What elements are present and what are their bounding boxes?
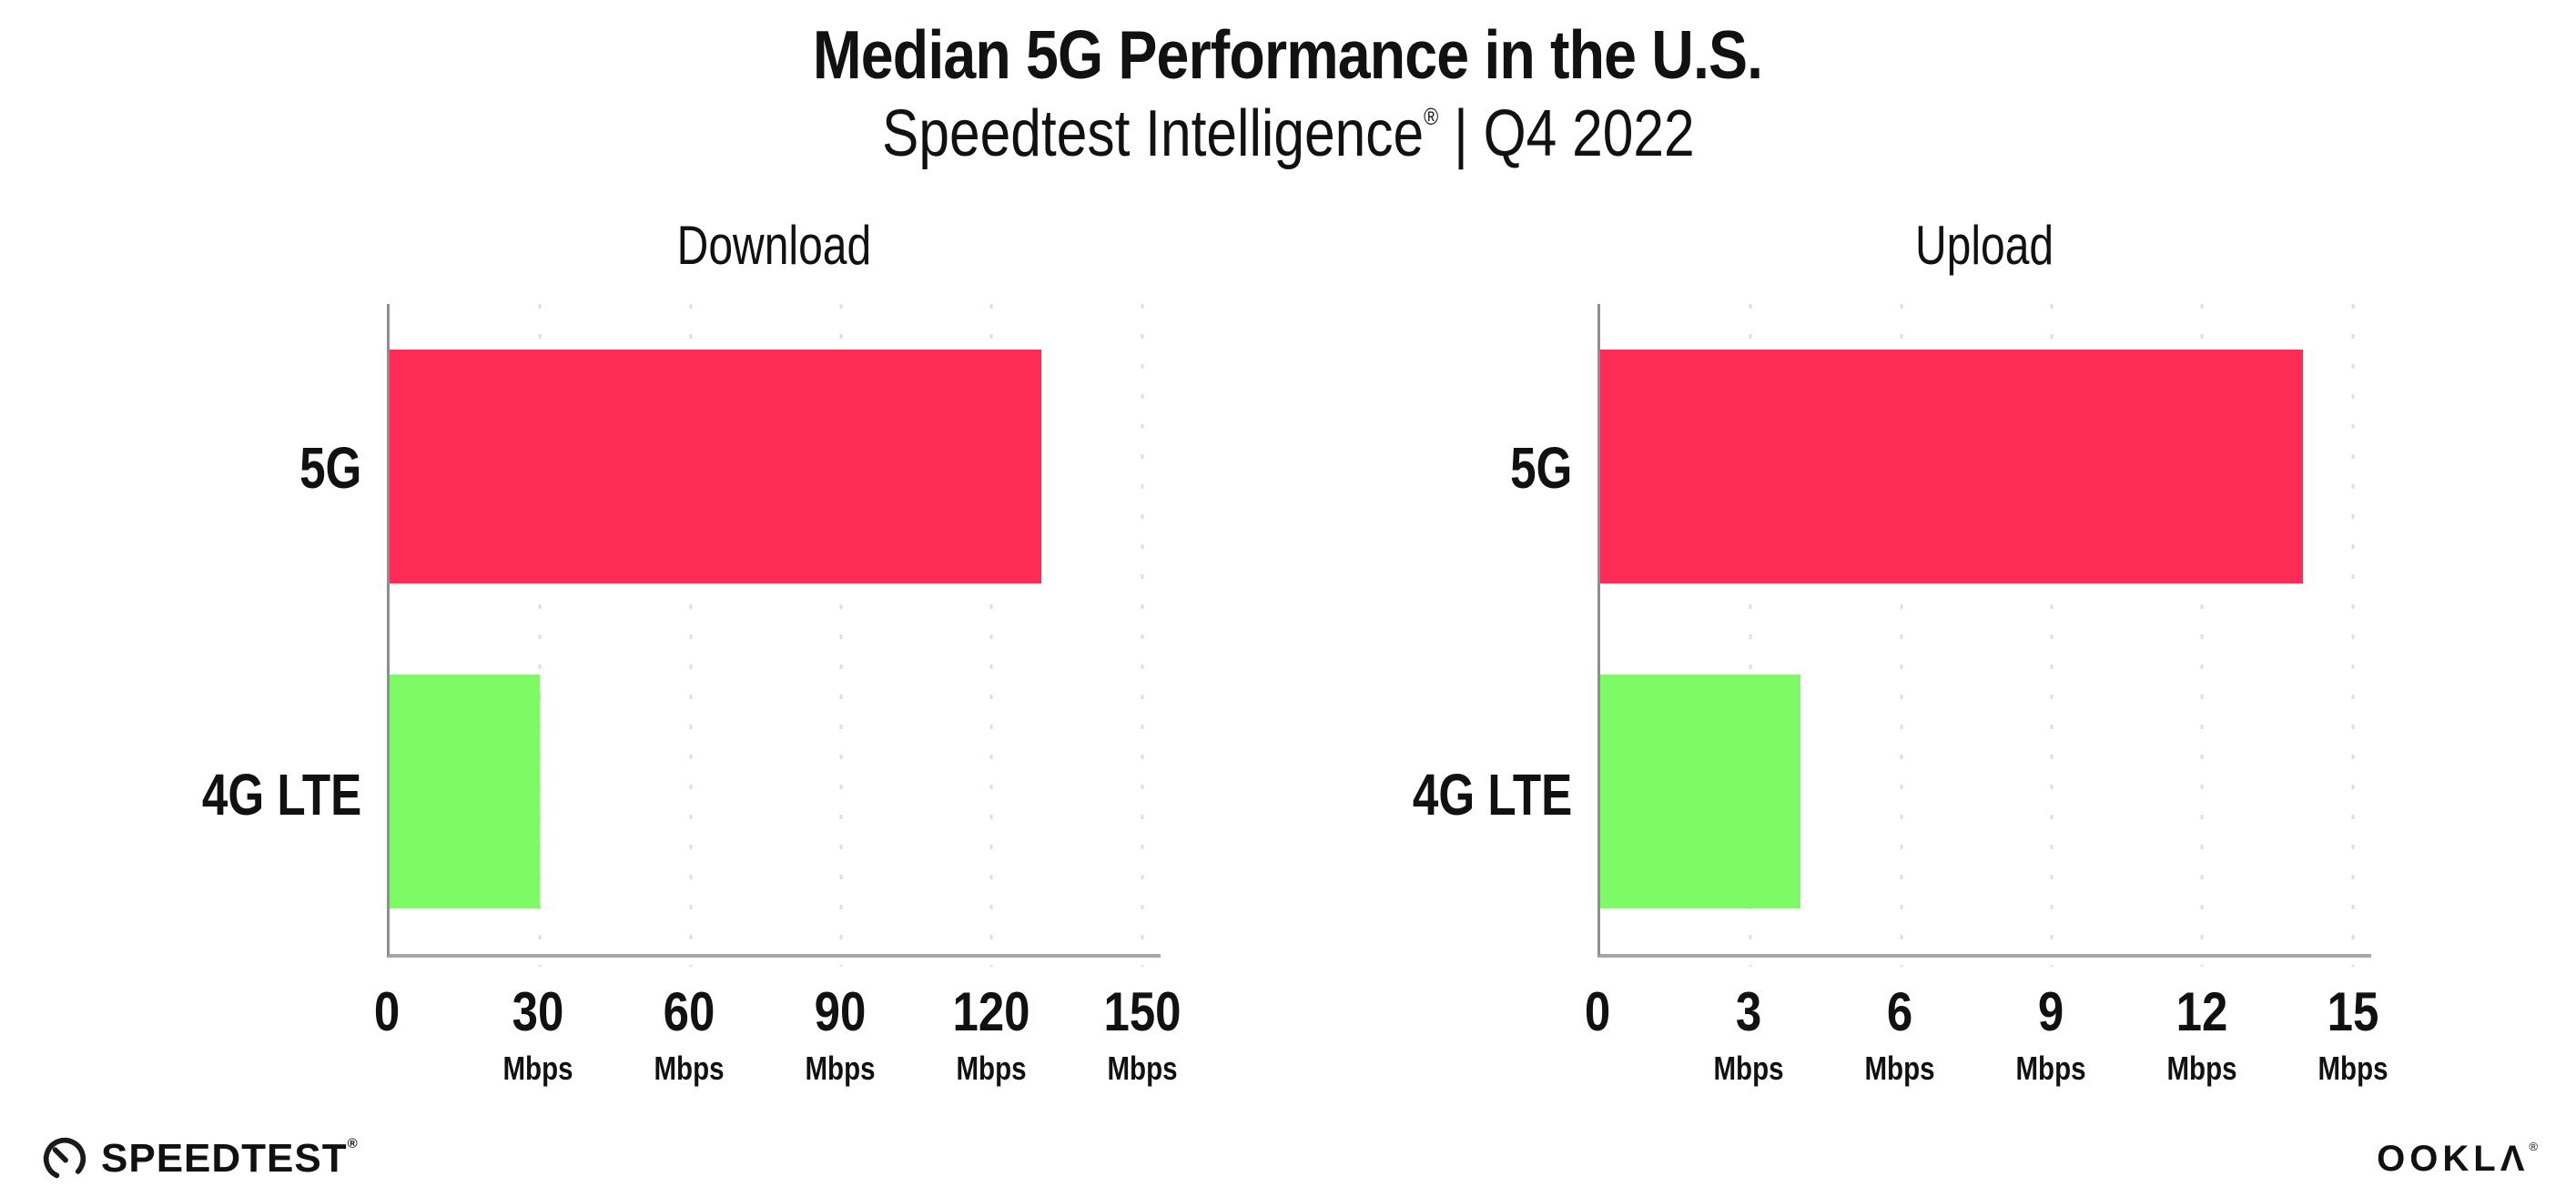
tick-value: 15	[2327, 981, 2378, 1043]
y-axis-labels: 5G 4G LTE	[1412, 304, 1597, 958]
x-tick-3: 3 Mbps	[1706, 985, 1791, 1085]
ookla-logo: OOKLΛ®	[2377, 1139, 2538, 1180]
gridline-60	[689, 304, 693, 968]
ookla-registered-mark: ®	[2529, 1139, 2538, 1153]
category-label-text: 5G	[299, 434, 361, 501]
category-label-5g: 5G	[205, 304, 387, 631]
tick-value: 0	[373, 981, 401, 1043]
gridline-90	[839, 304, 843, 968]
ookla-wordmark: OOKLΛ	[2377, 1138, 2530, 1179]
tick-value: 30	[512, 981, 564, 1043]
chart-title-download: Download	[205, 214, 1161, 282]
speedtest-wordmark: SPEEDTEST®	[101, 1136, 359, 1182]
gridline-150	[1141, 304, 1144, 968]
tick-unit: Mbps	[1713, 1050, 1784, 1088]
tick-unit: Mbps	[2317, 1050, 2388, 1088]
x-tick-9: 9 Mbps	[2008, 985, 2094, 1085]
page-title: Median 5G Performance in the U.S.	[0, 15, 2576, 96]
gridline-6	[1900, 304, 1903, 968]
chart-body: 5G 4G LTE	[1412, 304, 2371, 968]
chart-body: 5G 4G LTE	[201, 304, 1161, 968]
category-label-text: 4G LTE	[201, 761, 361, 827]
gridline-15	[2351, 304, 2355, 968]
gridline-30	[538, 304, 542, 968]
tick-unit: Mbps	[1864, 1050, 1935, 1088]
gridline-9	[2050, 304, 2054, 968]
x-axis-ticks: 0 3 Mbps 6 Mbps 9 Mbps 12 Mbps 15 Mbps	[1585, 985, 2388, 1144]
tick-unit: Mbps	[956, 1050, 1027, 1088]
category-label-text: 4G LTE	[1412, 761, 1572, 827]
bar-band-5g	[390, 304, 1161, 629]
category-label-5g: 5G	[1415, 304, 1597, 631]
x-tick-12: 12 Mbps	[2159, 985, 2245, 1085]
bar-4g-lte	[1600, 675, 1801, 909]
x-axis-ticks: 0 30 Mbps 60 Mbps 90 Mbps 120 Mbps 150 Mbps	[374, 985, 1181, 1144]
bar-5g	[1600, 350, 2303, 584]
x-tick-60: 60 Mbps	[646, 985, 732, 1085]
x-tick-15: 15 Mbps	[2310, 985, 2396, 1085]
bar-band-4g-lte	[390, 629, 1161, 954]
chart-title-upload: Upload	[1415, 214, 2371, 282]
charts-row: Download 5G 4G LTE 0 30 Mbps 60 Mbps 90 Mbps 120…	[0, 214, 2576, 1144]
page-title-text: Median 5G Performance in the U.S.	[813, 16, 1763, 93]
plot-area	[1597, 304, 2371, 968]
header: Median 5G Performance in the U.S. Speedt…	[0, 0, 2576, 170]
gridline-3	[1749, 304, 1752, 968]
x-tick-0: 0	[371, 985, 401, 1040]
tick-value: 90	[814, 981, 867, 1043]
subtitle-quarter: | Q4 2022	[1437, 96, 1695, 170]
category-label-4g-lte: 4G LTE	[201, 631, 387, 958]
tick-value: 150	[1103, 981, 1182, 1043]
category-label-4g-lte: 4G LTE	[1412, 631, 1597, 958]
chart-title-text: Upload	[1914, 215, 2054, 277]
gridline-120	[989, 304, 993, 968]
registered-mark: ®	[1423, 102, 1438, 130]
speedtest-logo: SPEEDTEST®	[41, 1135, 359, 1182]
subtitle-product: Speedtest Intelligence	[881, 96, 1424, 170]
bar-band-4g-lte	[1600, 629, 2371, 954]
tick-value: 60	[663, 981, 715, 1043]
tick-value: 12	[2175, 981, 2228, 1043]
speedtest-gauge-icon	[43, 1137, 86, 1181]
x-tick-30: 30 Mbps	[495, 985, 581, 1085]
tick-value: 3	[1735, 981, 1762, 1043]
tick-unit: Mbps	[2166, 1050, 2237, 1088]
x-tick-150: 150 Mbps	[1097, 985, 1188, 1085]
tick-value: 120	[952, 981, 1030, 1043]
tick-value: 6	[1886, 981, 1913, 1043]
subtitle: Speedtest Intelligence® | Q4 2022	[0, 97, 2576, 171]
bar-band-5g	[1600, 304, 2371, 629]
chart-upload: Upload 5G 4G LTE 0 3 Mbps 6 Mbps 9 Mbps 12 Mbps 15…	[1412, 214, 2388, 1144]
y-axis-labels: 5G 4G LTE	[201, 304, 387, 958]
plot-area	[387, 304, 1161, 968]
subtitle-text: Speedtest Intelligence® | Q4 2022	[882, 97, 1695, 171]
gridline-12	[2200, 304, 2204, 968]
tick-unit: Mbps	[654, 1050, 725, 1088]
footer: SPEEDTEST® OOKLΛ®	[41, 1135, 2538, 1182]
x-tick-0: 0	[1582, 985, 1612, 1040]
speedtest-registered-mark: ®	[347, 1136, 359, 1151]
bar-5g	[390, 350, 1042, 584]
bar-4g-lte	[390, 675, 541, 909]
x-tick-120: 120 Mbps	[946, 985, 1037, 1085]
tick-unit: Mbps	[502, 1050, 573, 1088]
speedtest-label: SPEEDTEST	[101, 1136, 348, 1181]
category-label-text: 5G	[1509, 434, 1572, 501]
tick-unit: Mbps	[805, 1050, 876, 1088]
chart-download: Download 5G 4G LTE 0 30 Mbps 60 Mbps 90 Mbps 120…	[201, 214, 1182, 1144]
tick-value: 9	[2037, 981, 2064, 1043]
x-tick-90: 90 Mbps	[797, 985, 883, 1085]
chart-title-text: Download	[676, 215, 871, 277]
tick-unit: Mbps	[1107, 1050, 1178, 1088]
tick-value: 0	[1584, 981, 1611, 1043]
tick-unit: Mbps	[2015, 1050, 2086, 1088]
x-tick-6: 6 Mbps	[1857, 985, 1942, 1085]
